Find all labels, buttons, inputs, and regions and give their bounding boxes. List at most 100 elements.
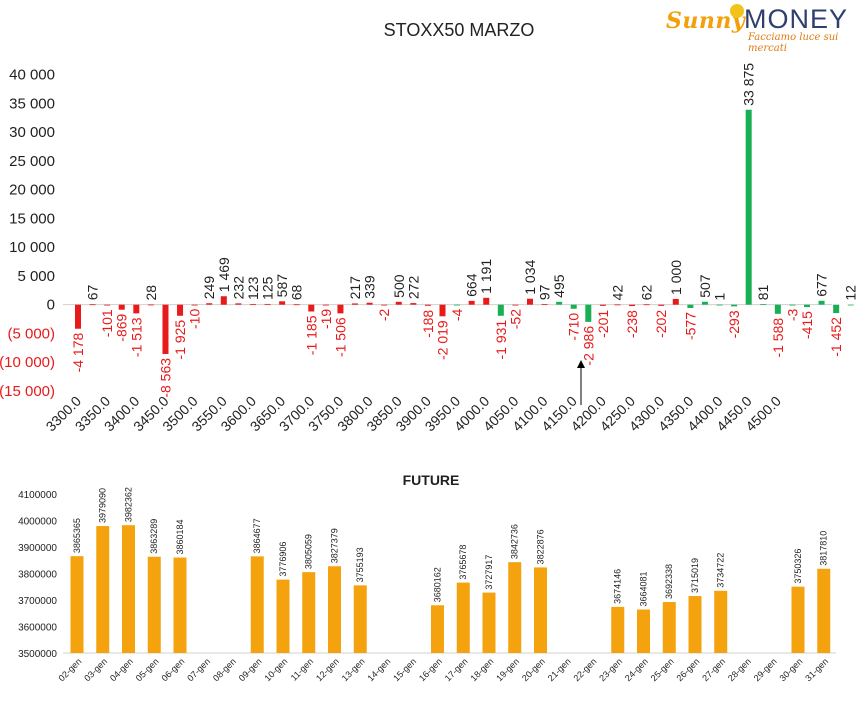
bar	[395, 301, 402, 305]
data-label: -4	[449, 308, 465, 321]
x-tick-label: 16-gen	[417, 656, 444, 683]
data-label: -1 513	[128, 317, 144, 357]
x-tick-label: 31-gen	[803, 656, 830, 683]
bar	[89, 304, 96, 306]
data-label: -3	[784, 308, 800, 321]
data-label: 507	[697, 274, 713, 298]
data-label: -710	[566, 313, 582, 341]
data-label: -238	[624, 310, 640, 338]
data-label: 33 875	[741, 63, 757, 106]
bar	[456, 582, 470, 653]
data-label: 3715019	[690, 558, 700, 593]
bar	[118, 304, 125, 310]
data-label: -577	[682, 312, 698, 340]
x-tick-label: 29-gen	[752, 656, 779, 683]
x-tick-label: 23-gen	[597, 656, 624, 683]
bar	[687, 304, 694, 309]
data-label: 3734722	[716, 553, 726, 588]
bar	[431, 605, 444, 653]
bar	[497, 304, 504, 316]
bar	[791, 586, 805, 653]
data-label: 125	[260, 276, 276, 300]
x-tick-label: 20-gen	[520, 656, 547, 683]
bar	[637, 609, 650, 653]
bar	[147, 556, 161, 653]
data-label: 249	[201, 276, 217, 300]
x-tick-label: 30-gen	[778, 656, 805, 683]
bar	[512, 304, 519, 306]
bar	[162, 304, 169, 354]
bar	[482, 592, 496, 653]
y-tick-label: 30 000	[9, 124, 55, 141]
y-tick-label: 3800000	[18, 570, 57, 581]
chart-title: FUTURE	[403, 472, 460, 488]
data-label: -19	[318, 309, 334, 329]
data-label: -2 986	[580, 326, 596, 366]
bar	[714, 590, 728, 653]
data-label: 67	[85, 285, 101, 301]
bar	[308, 304, 315, 312]
data-label: 3692338	[664, 564, 674, 599]
bar	[366, 302, 373, 305]
data-label: -4 178	[70, 333, 86, 373]
bar	[833, 304, 840, 314]
x-tick-label: 25-gen	[649, 656, 676, 683]
data-label: 3674146	[613, 569, 623, 604]
x-tick-label: 19-gen	[494, 656, 521, 683]
data-label: 664	[464, 273, 480, 297]
bar	[658, 304, 665, 306]
x-tick-label: 26-gen	[675, 656, 702, 683]
logo-tagline: Facciamo luce sui mercati	[748, 32, 839, 54]
x-tick-label: 07-gen	[185, 656, 212, 683]
x-tick-label: 14-gen	[366, 656, 393, 683]
y-tick-label: 20 000	[9, 182, 55, 199]
data-label: -1 588	[770, 318, 786, 358]
data-label: 495	[551, 274, 567, 298]
data-label: 272	[405, 276, 421, 300]
data-label: 587	[274, 274, 290, 298]
bar	[250, 556, 264, 653]
data-label: 1 034	[522, 259, 538, 294]
bar	[745, 109, 752, 305]
x-tick-label: 18-gen	[469, 656, 496, 683]
bar	[688, 596, 702, 653]
bar	[264, 303, 271, 305]
data-label: 1 191	[478, 259, 494, 294]
data-label: 3755193	[355, 547, 365, 582]
x-tick-label: 12-gen	[314, 656, 341, 683]
data-label: 1 000	[668, 260, 684, 295]
bar	[337, 304, 344, 314]
data-label: 3842736	[510, 524, 520, 559]
x-tick-label: 28-gen	[726, 656, 753, 683]
y-tick-label: (15 000)	[0, 383, 55, 400]
y-tick-label: 5 000	[17, 268, 55, 285]
x-tick-label: 10-gen	[263, 656, 290, 683]
data-label: 1	[712, 293, 728, 301]
bar	[585, 304, 592, 322]
data-label: 1 469	[216, 257, 232, 292]
data-label: 339	[362, 275, 378, 299]
bar	[789, 304, 796, 306]
data-label: -10	[187, 309, 203, 329]
bar	[235, 303, 242, 305]
bar	[672, 298, 679, 305]
y-tick-label: 40 000	[9, 67, 55, 84]
bar	[541, 304, 548, 305]
bar	[352, 303, 359, 305]
data-label: 62	[639, 285, 655, 301]
data-label: -1 452	[828, 317, 844, 357]
bar	[75, 304, 81, 329]
bar	[70, 556, 84, 653]
options-chart: STOXX50 MARZO 40 000 35 000 30 000 25 000 20 …	[0, 20, 859, 434]
bar	[774, 304, 781, 314]
data-label: 232	[230, 276, 246, 300]
y-tick-label: 35 000	[9, 95, 55, 112]
x-tick-label: 04-gen	[108, 656, 135, 683]
bar	[177, 304, 184, 316]
bar	[206, 303, 213, 305]
bar	[276, 579, 290, 653]
bar	[381, 304, 388, 306]
x-tick-label: 08-gen	[211, 656, 238, 683]
data-label: -1 931	[493, 320, 509, 360]
